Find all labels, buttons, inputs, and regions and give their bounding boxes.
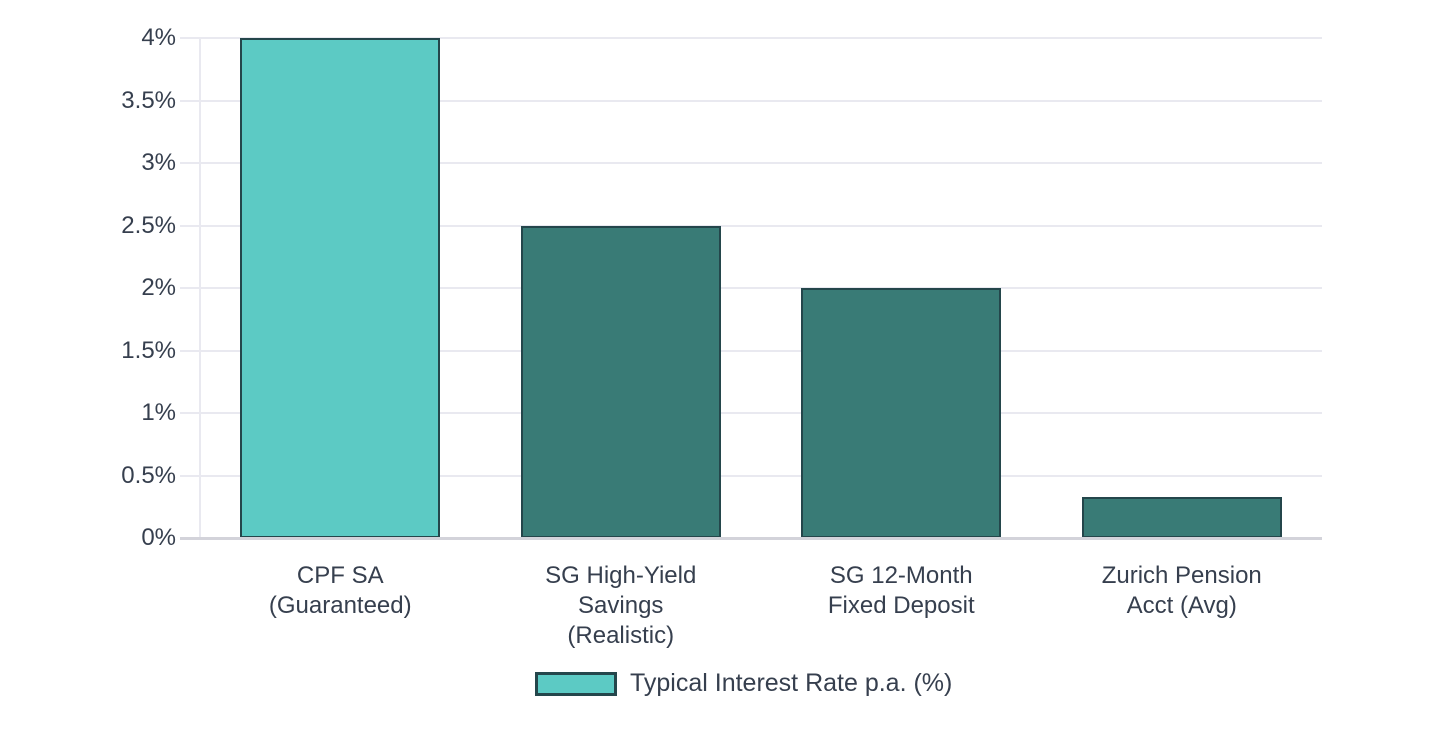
legend-label: Typical Interest Rate p.a. (%) <box>630 669 953 697</box>
bar-1[interactable] <box>520 225 721 538</box>
gridline <box>200 349 1322 352</box>
bar-2[interactable] <box>801 288 1002 538</box>
gridline <box>200 474 1322 477</box>
y-axis-tick <box>180 162 200 164</box>
bar-3[interactable] <box>1081 496 1282 538</box>
y-tick-label: 0.5% <box>121 461 176 489</box>
x-category-label: CPF SA (Guaranteed) <box>268 562 412 619</box>
y-tick-label: 3% <box>141 149 176 176</box>
bar-0[interactable] <box>240 38 441 538</box>
y-tick-label: 1% <box>141 399 176 426</box>
y-tick-label: 2.5% <box>121 211 176 239</box>
y-axis-tick <box>180 412 200 414</box>
gridline <box>200 162 1322 164</box>
legend-item[interactable]: Typical Interest Rate p.a. (%) <box>535 669 952 698</box>
y-axis-line <box>199 38 201 538</box>
y-tick-label: 0% <box>141 524 176 551</box>
y-axis-tick <box>180 349 200 352</box>
gridline <box>200 287 1322 289</box>
y-axis-tick <box>180 99 200 102</box>
x-category-label: SG 12-Month Fixed Deposit <box>827 562 975 619</box>
gridline <box>200 99 1322 102</box>
x-axis-line <box>180 537 1322 540</box>
gridline <box>200 224 1322 227</box>
x-category-label: Zurich Pension Acct (Avg) <box>1101 562 1262 619</box>
y-axis-tick <box>180 287 200 289</box>
y-tick-label: 4% <box>141 24 176 51</box>
gridline <box>200 37 1322 39</box>
legend-swatch <box>535 671 617 696</box>
y-tick-label: 3.5% <box>121 86 176 114</box>
x-category-label: SG High-Yield Savings (Realistic) <box>545 562 697 649</box>
y-axis-tick <box>180 474 200 477</box>
gridline <box>200 412 1322 414</box>
y-tick-label: 1.5% <box>121 336 176 364</box>
y-tick-label: 2% <box>141 274 176 301</box>
y-axis-tick <box>180 224 200 227</box>
y-axis-tick <box>180 37 200 39</box>
